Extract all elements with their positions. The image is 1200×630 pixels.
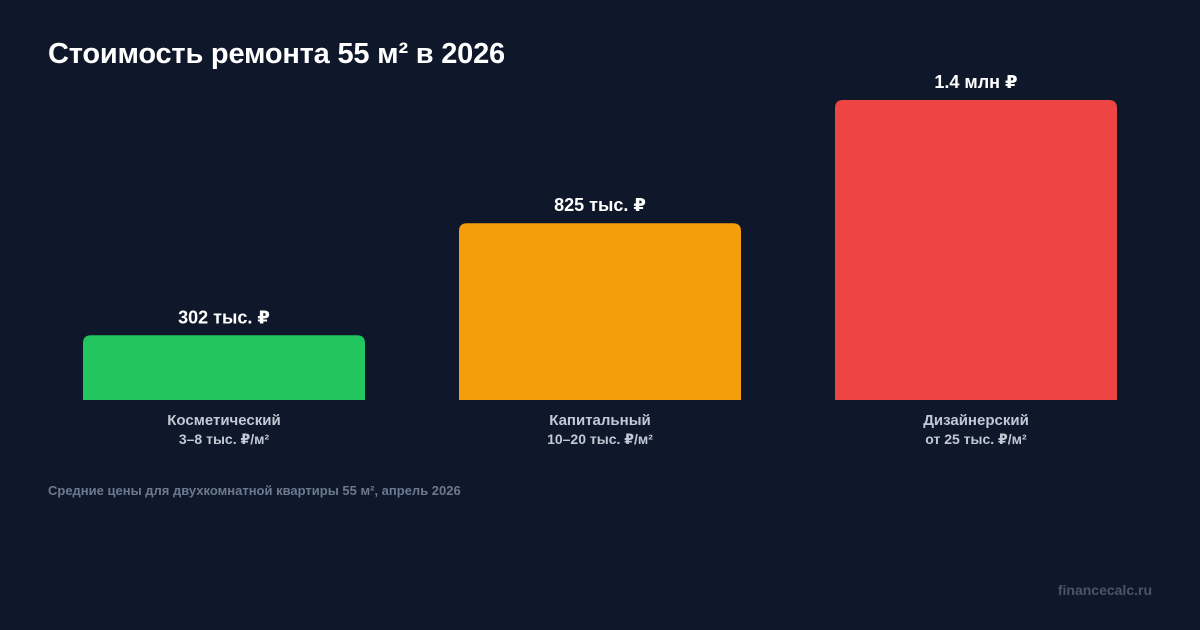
category-label: Дизайнерский <box>923 412 1029 429</box>
bar-2 <box>459 223 741 400</box>
bar-3 <box>835 100 1117 400</box>
source-label: financecalc.ru <box>1057 582 1152 598</box>
bar-value-label: 825 тыс. ₽ <box>554 195 646 215</box>
category-label: Косметический <box>167 412 280 429</box>
bar-value-label: 302 тыс. ₽ <box>178 307 270 327</box>
category-price-range: от 25 тыс. ₽/м² <box>925 431 1027 447</box>
bar-value-label: 1.4 млн ₽ <box>934 72 1017 92</box>
chart-title: Стоимость ремонта 55 м² в 2026 <box>48 38 505 70</box>
category-price-range: 3–8 тыс. ₽/м² <box>179 431 270 447</box>
footnote: Средние цены для двухкомнатной квартиры … <box>48 483 461 498</box>
category-label: Капитальный <box>549 412 651 429</box>
category-price-range: 10–20 тыс. ₽/м² <box>547 431 653 447</box>
bar-1 <box>83 335 365 400</box>
